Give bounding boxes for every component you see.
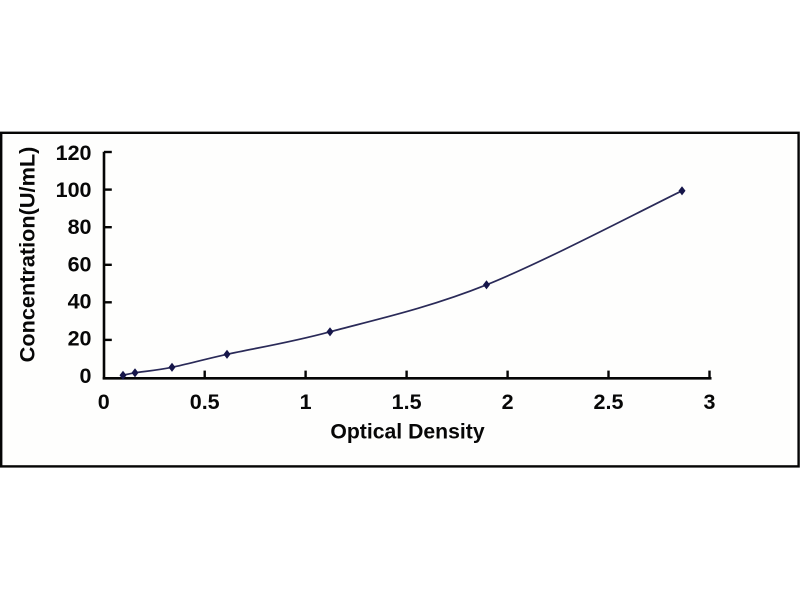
svg-text:2: 2 [502, 390, 514, 414]
svg-text:Concentration(U/mL): Concentration(U/mL) [15, 147, 40, 363]
svg-text:Optical Density: Optical Density [330, 421, 484, 444]
svg-text:2.5: 2.5 [594, 390, 624, 414]
svg-text:0: 0 [98, 390, 110, 414]
svg-text:40: 40 [68, 290, 92, 314]
svg-text:60: 60 [68, 252, 92, 276]
svg-text:20: 20 [68, 327, 92, 351]
svg-text:0: 0 [80, 364, 92, 388]
svg-text:80: 80 [68, 215, 92, 239]
svg-text:120: 120 [56, 141, 92, 165]
svg-text:1: 1 [300, 390, 312, 414]
svg-text:100: 100 [56, 178, 92, 202]
svg-text:3: 3 [704, 390, 716, 414]
svg-text:1.5: 1.5 [392, 390, 422, 414]
svg-text:0.5: 0.5 [190, 390, 220, 414]
